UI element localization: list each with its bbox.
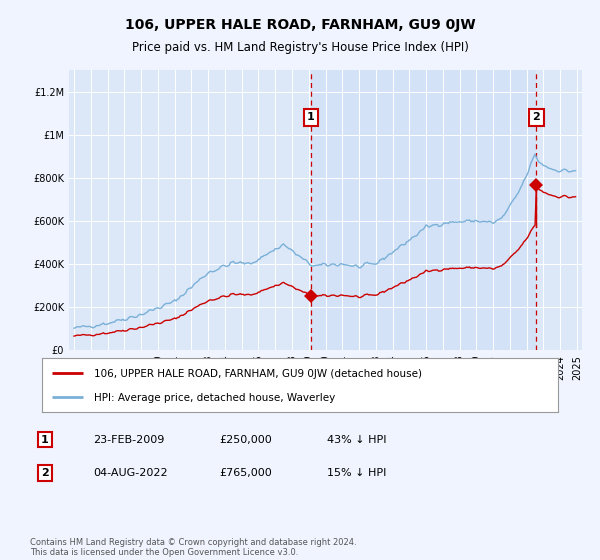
Text: £250,000: £250,000: [219, 435, 272, 445]
Text: 04-AUG-2022: 04-AUG-2022: [93, 468, 167, 478]
Text: HPI: Average price, detached house, Waverley: HPI: Average price, detached house, Wave…: [94, 393, 335, 403]
Text: 106, UPPER HALE ROAD, FARNHAM, GU9 0JW: 106, UPPER HALE ROAD, FARNHAM, GU9 0JW: [125, 18, 475, 32]
Text: 2: 2: [41, 468, 49, 478]
Text: Contains HM Land Registry data © Crown copyright and database right 2024.
This d: Contains HM Land Registry data © Crown c…: [30, 538, 356, 557]
Bar: [311, 70, 536, 350]
Text: 43% ↓ HPI: 43% ↓ HPI: [327, 435, 386, 445]
Text: 1: 1: [41, 435, 49, 445]
Text: 15% ↓ HPI: 15% ↓ HPI: [327, 468, 386, 478]
Text: Price paid vs. HM Land Registry's House Price Index (HPI): Price paid vs. HM Land Registry's House …: [131, 41, 469, 54]
Text: 23-FEB-2009: 23-FEB-2009: [93, 435, 164, 445]
Text: 1: 1: [307, 113, 314, 123]
Text: 2: 2: [533, 113, 540, 123]
Text: £765,000: £765,000: [219, 468, 272, 478]
Text: 106, UPPER HALE ROAD, FARNHAM, GU9 0JW (detached house): 106, UPPER HALE ROAD, FARNHAM, GU9 0JW (…: [94, 369, 422, 379]
